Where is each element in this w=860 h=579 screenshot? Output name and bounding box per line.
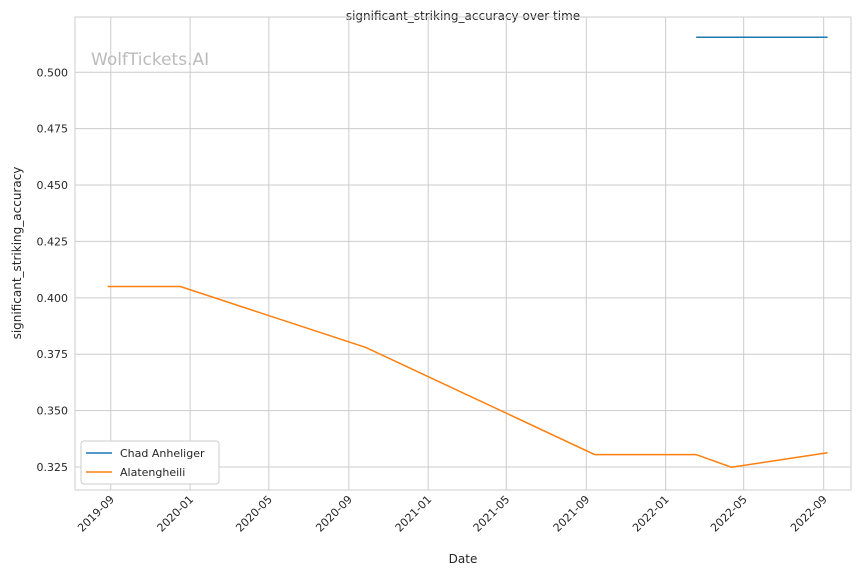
y-tick-label: 0.450 — [37, 179, 69, 192]
y-tick-label: 0.375 — [37, 348, 69, 361]
watermark: WolfTickets.AI — [91, 50, 209, 70]
x-tick-label: 2020-01 — [155, 493, 197, 535]
x-tick-label: 2021-05 — [471, 493, 513, 535]
legend-label: Alatengheili — [120, 466, 185, 479]
legend-label: Chad Anheliger — [120, 447, 205, 460]
x-tick-label: 2022-09 — [788, 493, 830, 535]
y-tick-label: 0.350 — [37, 405, 69, 418]
x-tick-label: 2022-01 — [630, 493, 672, 535]
series-line-1 — [107, 285, 828, 468]
x-tick-label: 2019-09 — [75, 493, 117, 535]
x-axis-label: Date — [449, 552, 478, 566]
y-axis-label: significant_striking_accuracy — [10, 167, 24, 340]
y-tick-label: 0.425 — [37, 235, 69, 248]
legend: Chad Anheliger Alatengheili — [80, 440, 220, 485]
y-tick-label: 0.400 — [37, 292, 69, 305]
x-tick-label: 2020-09 — [313, 493, 355, 535]
x-tick-label: 2021-09 — [551, 493, 593, 535]
x-tick-label: 2022-05 — [708, 493, 750, 535]
y-tick-label: 0.325 — [37, 461, 69, 474]
y-tick-label: 0.475 — [37, 123, 69, 136]
x-tick-label: 2020-05 — [233, 493, 275, 535]
y-tick-label: 0.500 — [37, 66, 69, 79]
plot-frame — [74, 16, 852, 491]
chart-title: significant_striking_accuracy over time — [346, 9, 580, 23]
x-tick-label: 2021-01 — [393, 493, 435, 535]
